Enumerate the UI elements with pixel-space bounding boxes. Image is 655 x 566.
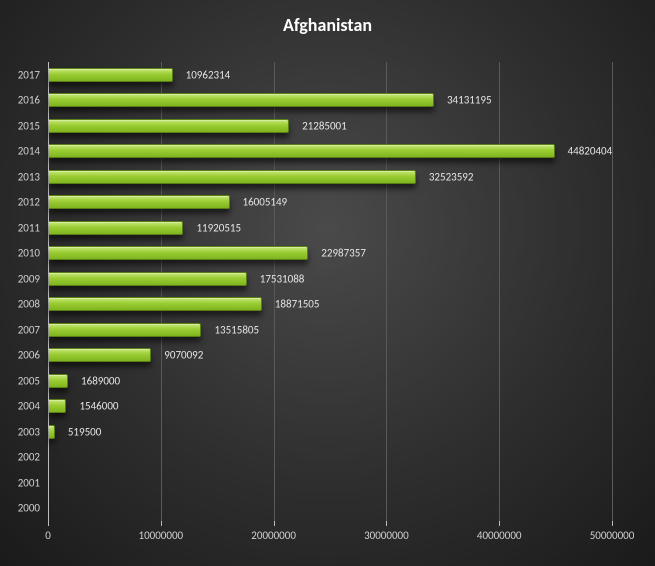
y-tick-label: 2017 <box>18 68 40 81</box>
bar <box>49 119 289 133</box>
value-label: 9070092 <box>164 349 203 362</box>
y-tick-label: 2016 <box>18 94 40 107</box>
x-tick <box>161 521 162 526</box>
x-tick <box>499 521 500 526</box>
bar <box>49 170 416 184</box>
y-tick-label: 2014 <box>18 145 40 158</box>
x-tick-label: 0 <box>45 529 51 542</box>
x-tick <box>48 521 49 526</box>
value-label: 17531088 <box>260 272 305 285</box>
y-tick-label: 2006 <box>18 349 40 362</box>
y-tick-label: 2012 <box>18 196 40 209</box>
bar <box>49 399 66 413</box>
x-gridline <box>612 62 613 521</box>
x-tick-label: 20000000 <box>251 529 296 542</box>
value-label: 32523592 <box>429 170 474 183</box>
value-label: 16005149 <box>243 196 288 209</box>
y-tick-label: 2004 <box>18 400 40 413</box>
value-label: 1546000 <box>79 400 118 413</box>
bar <box>49 68 173 82</box>
y-tick-label: 2008 <box>18 298 40 311</box>
bar <box>49 221 183 235</box>
x-tick <box>612 521 613 526</box>
x-tick-label: 50000000 <box>590 529 635 542</box>
x-tick <box>386 521 387 526</box>
value-label: 21285001 <box>302 119 347 132</box>
y-tick-label: 2009 <box>18 272 40 285</box>
x-gridline <box>386 62 387 521</box>
value-label: 1689000 <box>81 374 120 387</box>
y-tick-label: 2005 <box>18 374 40 387</box>
y-tick-label: 2000 <box>18 502 40 515</box>
x-tick-label: 10000000 <box>138 529 183 542</box>
value-label: 11920515 <box>196 221 241 234</box>
x-tick-label: 30000000 <box>364 529 409 542</box>
y-tick-label: 2013 <box>18 170 40 183</box>
y-tick-label: 2002 <box>18 451 40 464</box>
x-tick <box>274 521 275 526</box>
value-label: 22987357 <box>321 247 366 260</box>
value-label: 10962314 <box>186 68 231 81</box>
bar <box>49 297 262 311</box>
y-tick-label: 2003 <box>18 425 40 438</box>
value-label: 18871505 <box>275 298 320 311</box>
bar <box>49 93 434 107</box>
y-tick-label: 2010 <box>18 247 40 260</box>
bar <box>49 374 68 388</box>
value-label: 34131195 <box>447 94 492 107</box>
bar <box>49 348 151 362</box>
y-tick-label: 2011 <box>18 221 40 234</box>
x-tick-label: 40000000 <box>477 529 522 542</box>
x-gridline <box>499 62 500 521</box>
plot-area: 0100000002000000030000000400000005000000… <box>48 62 612 521</box>
y-tick-label: 2001 <box>18 476 40 489</box>
bar <box>49 323 201 337</box>
value-label: 13515805 <box>214 323 259 336</box>
bar <box>49 246 308 260</box>
y-tick-label: 2007 <box>18 323 40 336</box>
y-tick-label: 2015 <box>18 119 40 132</box>
value-label: 519500 <box>68 425 101 438</box>
bar <box>49 425 55 439</box>
bar <box>49 272 247 286</box>
bar <box>49 144 555 158</box>
chart-title: Afghanistan <box>0 14 655 36</box>
bar <box>49 195 230 209</box>
value-label: 44820404 <box>568 145 613 158</box>
